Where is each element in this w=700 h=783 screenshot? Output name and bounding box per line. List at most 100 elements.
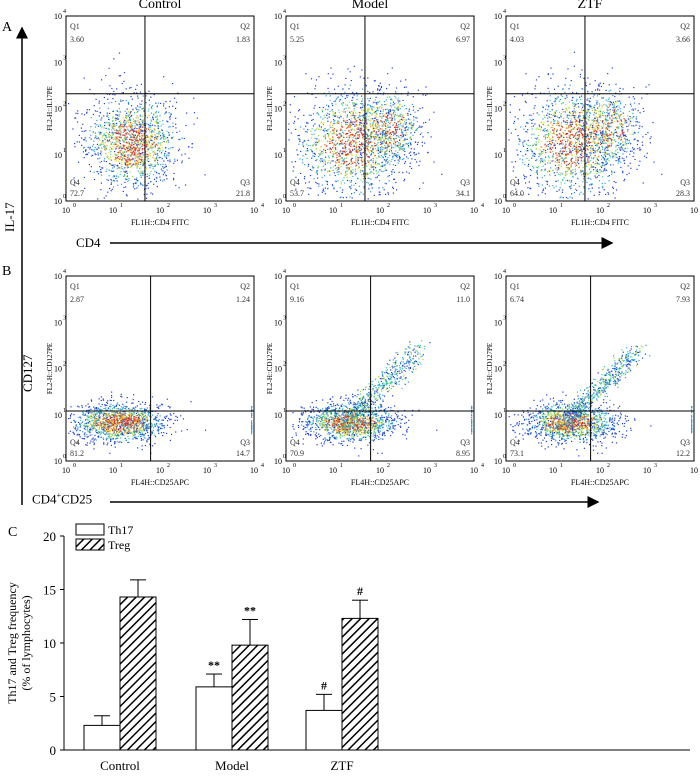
y-tick-label: 10 [274, 151, 282, 160]
plot-frame [505, 275, 695, 462]
x-tick-label: 10 [690, 206, 698, 215]
y-tick-label: 10 [494, 318, 502, 327]
event-dots [68, 391, 253, 454]
y-axis-title: FL2-H::CD127PE [486, 343, 494, 394]
q2-label: Q2 [240, 22, 250, 31]
panel-letter-b: B [2, 264, 12, 279]
q2-value: 7.93 [676, 295, 690, 304]
q3-label: Q3 [680, 178, 690, 187]
x-tick-exp: 3 [214, 203, 217, 209]
q4-value: 73.1 [510, 449, 524, 458]
q2-value: 11.0 [456, 295, 470, 304]
y-axis-title: FL2-H::CD127PE [266, 343, 274, 394]
y-tick-exp: 2 [283, 102, 286, 108]
y-tick-label: 10 [43, 636, 56, 651]
q1-label: Q1 [510, 22, 520, 31]
q3-value: 14.7 [236, 449, 250, 458]
x-tick-exp: 2 [387, 463, 390, 469]
x-tick-label: 10 [203, 206, 211, 215]
q2-value: 3.66 [676, 35, 690, 44]
y-tick-label: 10 [54, 12, 62, 21]
x-tick-exp: 0 [73, 463, 76, 469]
x-tick-exp: 4 [481, 463, 484, 469]
y-tick-label: 10 [494, 151, 502, 160]
x-tick-label: 10 [596, 466, 604, 475]
q1-label: Q1 [70, 22, 80, 31]
bar-chart: 0 5 10 15 20 Th17 and Treg frequency (% of lym… [5, 523, 690, 773]
q3-value: 8.95 [456, 449, 470, 458]
significance-mark: # [357, 584, 363, 598]
y-tick-exp: 0 [503, 454, 506, 460]
y-axis-title-line1: Th17 and Treg frequency [5, 582, 19, 704]
y-tick-exp: 4 [503, 269, 506, 275]
y-tick-exp: 0 [283, 454, 286, 460]
x-tick-label: 10 [423, 206, 431, 215]
y-tick-exp: 2 [503, 362, 506, 368]
q2-value: 1.24 [236, 295, 250, 304]
x-axis-title: FL1H::CD4 FITC [351, 218, 409, 227]
y-tick-exp: 3 [63, 315, 66, 321]
bar-th17-model [195, 686, 233, 751]
q3-label: Q3 [240, 438, 250, 447]
y-tick-label: 10 [274, 272, 282, 281]
q4-label: Q4 [70, 178, 80, 187]
y-tick-label: 5 [50, 690, 57, 705]
q1-value: 9.16 [290, 295, 304, 304]
plot-frame [65, 275, 255, 462]
x-tick-label: 10 [282, 206, 290, 215]
y-axis-title: FL2-H::IL17PE [46, 86, 54, 131]
y-tick-label: 10 [54, 197, 62, 206]
q1-label: Q1 [70, 282, 80, 291]
x-tick-exp: 3 [434, 463, 437, 469]
cd4-label: CD4 [76, 235, 101, 250]
x-axis-title: FL4H::CD25APC [131, 478, 189, 487]
x-tick-exp: 3 [654, 463, 657, 469]
y-tick-label: 10 [494, 411, 502, 420]
x-tick-exp: 2 [167, 203, 170, 209]
event-dots [508, 344, 693, 457]
q1-value: 6.74 [510, 295, 524, 304]
y-tick-label: 20 [43, 529, 56, 544]
x-tick-label: 10 [549, 206, 557, 215]
y-tick-label: 10 [54, 411, 62, 420]
x-tick-exp: 2 [607, 463, 610, 469]
q4-label: Q4 [290, 438, 300, 447]
q4-value: 72.7 [70, 189, 84, 198]
y-tick-label: 10 [274, 105, 282, 114]
y-tick-label: 10 [54, 151, 62, 160]
panel-letter-a: A [2, 20, 13, 35]
x-tick-label: 10 [109, 206, 117, 215]
x-tick-exp: 0 [293, 463, 296, 469]
y-tick-exp: 1 [503, 148, 506, 154]
q4-value: 64.0 [510, 189, 524, 198]
x-tick-label: 10 [203, 466, 211, 475]
q3-value: 12.2 [676, 449, 690, 458]
y-tick-exp: 0 [63, 194, 66, 200]
event-dots [288, 65, 443, 200]
x-tick-exp: 1 [120, 203, 123, 209]
il17-label: IL-17 [2, 202, 17, 232]
y-tick-exp: 3 [503, 315, 506, 321]
event-dots [508, 51, 663, 200]
y-tick-label: 10 [54, 457, 62, 466]
y-tick-exp: 4 [283, 269, 286, 275]
panel-letter-c: C [8, 525, 18, 540]
y-tick-exp: 1 [63, 408, 66, 414]
y-tick-label: 10 [274, 12, 282, 21]
x-tick-label: 10 [690, 466, 698, 475]
x-tick-exp: 1 [340, 463, 343, 469]
y-axis-title: FL2-H::IL17PE [266, 86, 274, 131]
y-tick-exp: 2 [503, 102, 506, 108]
q4-label: Q4 [290, 178, 300, 187]
y-tick-label: 10 [494, 58, 502, 67]
q1-label: Q1 [290, 22, 300, 31]
cd4cd25-tail: CD25 [61, 491, 93, 507]
y-axis-title-line2: (% of lymphocytes) [19, 595, 33, 690]
x-tick-exp: 0 [513, 203, 516, 209]
q4-value: 81.2 [70, 449, 84, 458]
y-tick-label: 10 [494, 457, 502, 466]
x-tick-exp: 4 [481, 203, 484, 209]
